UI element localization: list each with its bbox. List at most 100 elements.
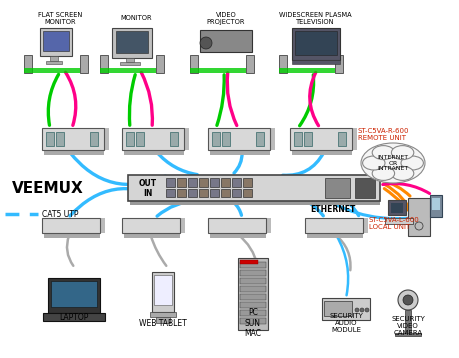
Bar (190, 68, 246, 73)
Bar (231, 178, 241, 187)
Bar (291, 150, 351, 155)
Ellipse shape (391, 146, 413, 160)
Bar (126, 132, 134, 146)
Bar (42, 128, 104, 150)
Bar (240, 260, 257, 264)
Bar (44, 150, 104, 155)
Text: WEB TABLET: WEB TABLET (139, 319, 186, 328)
Bar (390, 203, 402, 213)
Bar (240, 262, 265, 268)
Bar (337, 132, 345, 146)
Bar (237, 258, 268, 330)
Bar (199, 178, 207, 187)
Bar (44, 233, 100, 238)
Bar (156, 55, 164, 73)
Bar (184, 128, 189, 150)
Bar (231, 189, 241, 197)
Text: MONITOR: MONITOR (120, 15, 151, 21)
Bar (291, 60, 339, 64)
Bar (207, 218, 265, 233)
Bar (124, 150, 184, 155)
Bar (210, 233, 265, 238)
Bar (104, 128, 109, 150)
Bar (100, 218, 105, 233)
Bar (43, 31, 69, 51)
Bar (48, 278, 100, 313)
Bar (166, 189, 174, 197)
Bar (321, 298, 369, 320)
Bar (42, 218, 100, 233)
Bar (294, 31, 336, 55)
Ellipse shape (371, 166, 394, 180)
Bar (293, 132, 302, 146)
Bar (222, 132, 230, 146)
Bar (394, 333, 420, 336)
Bar (151, 272, 174, 312)
Bar (100, 55, 108, 73)
Bar (304, 218, 362, 233)
Circle shape (364, 308, 368, 312)
Bar (210, 178, 218, 187)
Bar (351, 128, 356, 150)
Bar (210, 150, 269, 155)
Bar (256, 132, 263, 146)
Bar (56, 132, 64, 146)
Bar (177, 189, 185, 197)
Text: ETHERNET: ETHERNET (309, 204, 355, 213)
Bar (384, 218, 412, 224)
Bar (40, 28, 72, 56)
Bar (199, 189, 207, 197)
Bar (429, 195, 441, 217)
Bar (112, 28, 151, 58)
Circle shape (359, 308, 363, 312)
Text: SECURITY
VIDEO
CAMERA: SECURITY VIDEO CAMERA (390, 316, 424, 336)
Text: CAT5 UTP: CAT5 UTP (42, 209, 78, 218)
Bar (279, 68, 334, 73)
Circle shape (414, 222, 422, 230)
Bar (240, 286, 265, 292)
Bar (188, 178, 196, 187)
Bar (190, 55, 197, 73)
Text: IN: IN (143, 189, 152, 198)
Bar (354, 178, 374, 198)
Bar (323, 301, 351, 316)
Text: VIDEO
PROJECTOR: VIDEO PROJECTOR (206, 11, 245, 24)
Bar (431, 198, 439, 210)
Bar (325, 178, 349, 198)
Bar (220, 178, 230, 187)
Bar (124, 233, 179, 238)
Bar (120, 62, 140, 65)
Bar (242, 178, 252, 187)
Bar (46, 61, 62, 64)
Text: VEEMUX: VEEMUX (12, 180, 84, 195)
Bar (24, 68, 80, 73)
Bar (220, 189, 230, 197)
Bar (80, 55, 88, 73)
Bar (404, 310, 410, 335)
Bar (289, 128, 351, 150)
Bar (240, 302, 265, 308)
Bar (240, 318, 265, 324)
Text: LAPTOP: LAPTOP (59, 314, 89, 323)
Bar (130, 201, 379, 205)
Ellipse shape (391, 166, 413, 180)
Bar (170, 132, 178, 146)
Bar (50, 56, 58, 61)
Bar (177, 178, 185, 187)
Bar (128, 175, 379, 201)
Bar (269, 128, 274, 150)
Bar (387, 200, 405, 215)
Bar (207, 128, 269, 150)
Bar (306, 233, 362, 238)
Ellipse shape (371, 146, 394, 160)
Bar (46, 132, 54, 146)
Bar (116, 31, 148, 53)
Text: PC
SUN
MAC: PC SUN MAC (244, 308, 261, 338)
Bar (240, 270, 265, 276)
Bar (126, 58, 134, 62)
Bar (122, 218, 179, 233)
Bar (242, 189, 252, 197)
Bar (291, 28, 339, 60)
Bar (154, 275, 172, 305)
Text: WIDESCREEN PLASMA
TELEVISION: WIDESCREEN PLASMA TELEVISION (278, 11, 351, 24)
